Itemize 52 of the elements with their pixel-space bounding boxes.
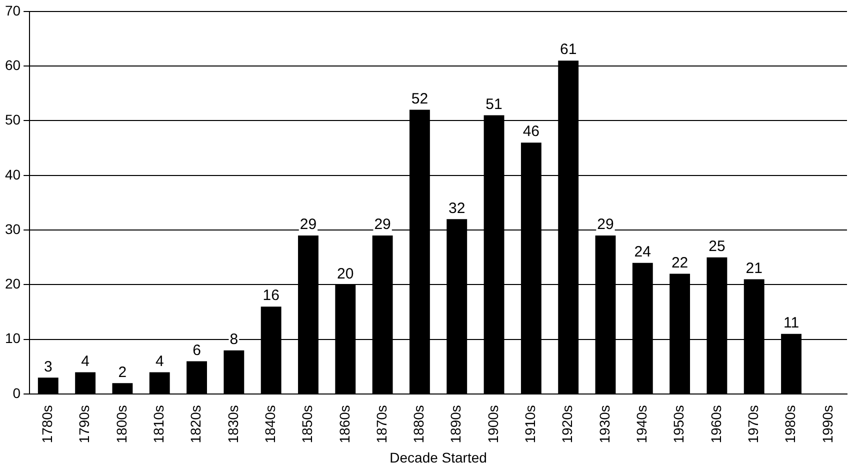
y-tick-label: 70 <box>4 2 21 18</box>
x-tick-label: 1830s <box>224 405 241 444</box>
data-label: 3 <box>44 358 52 376</box>
x-tick-label: 1800s <box>113 405 130 444</box>
x-tick-label: 1890s <box>448 405 464 444</box>
data-label: 2 <box>118 364 127 381</box>
x-tick-label: 1790s <box>76 405 92 444</box>
x-tick-label: 1820s <box>188 405 204 444</box>
x-tick-label: 1810s <box>150 405 166 444</box>
data-label: 46 <box>522 123 540 140</box>
y-tick-label: 30 <box>4 220 21 237</box>
y-tick-label: 0 <box>12 384 21 401</box>
data-label: 4 <box>81 352 90 370</box>
x-tick-label: 1900s <box>484 405 501 444</box>
x-tick-label: 1780s <box>39 405 56 444</box>
y-tick-label: 10 <box>4 330 21 346</box>
x-axis-title: Decade Started <box>390 449 487 466</box>
data-label: 29 <box>597 216 614 234</box>
y-tick-label: 50 <box>4 112 21 128</box>
data-label: 6 <box>192 342 201 359</box>
data-label: 29 <box>300 216 317 234</box>
x-tick-label: 1870s <box>373 405 390 444</box>
data-label: 4 <box>155 352 164 370</box>
data-label: 61 <box>560 41 577 58</box>
x-tick-label: 1950s <box>670 405 687 444</box>
data-label: 25 <box>708 238 726 256</box>
data-label: 51 <box>486 96 502 113</box>
x-tick-label: 1990s <box>819 405 836 444</box>
data-label: 8 <box>230 330 238 348</box>
y-tick-label: 40 <box>4 166 21 182</box>
x-tick-label: 1960s <box>708 405 724 444</box>
data-label: 21 <box>746 260 762 277</box>
x-tick-label: 1910s <box>522 405 538 444</box>
x-tick-label: 1970s <box>744 405 761 444</box>
data-label: 29 <box>374 216 391 234</box>
x-tick-label: 1850s <box>299 405 316 444</box>
data-label: 32 <box>448 200 466 217</box>
x-tick-label: 1930s <box>596 405 612 444</box>
data-label: 24 <box>634 244 651 260</box>
x-tick-label: 1840s <box>262 405 278 444</box>
data-label: 52 <box>411 90 428 108</box>
data-label: 16 <box>262 287 280 304</box>
data-label: 11 <box>783 314 800 332</box>
x-tick-label: 1860s <box>336 405 352 444</box>
data-label: 20 <box>337 265 354 282</box>
x-tick-label: 1940s <box>634 405 650 444</box>
x-tick-label: 1880s <box>410 405 427 444</box>
data-label: 22 <box>671 254 688 272</box>
x-tick-label: 1980s <box>782 405 798 444</box>
y-tick-label: 60 <box>4 56 21 73</box>
y-tick-label: 20 <box>4 276 21 292</box>
x-tick-label: 1920s <box>559 405 576 444</box>
